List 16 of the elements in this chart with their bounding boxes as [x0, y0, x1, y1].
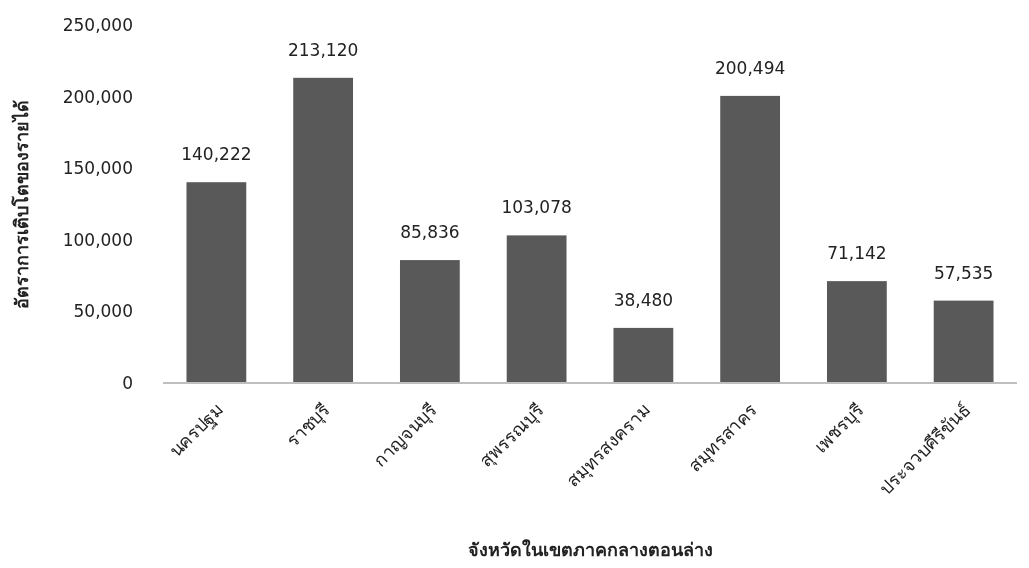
y-axis-title: อัตราการเติบโตของรายได้ — [11, 99, 32, 309]
data-label: 103,078 — [501, 197, 572, 218]
y-tick-label: 200,000 — [62, 86, 133, 107]
data-label: 213,120 — [287, 39, 359, 60]
data-label: 57,535 — [933, 262, 994, 283]
data-label: 200,494 — [714, 57, 786, 78]
y-tick-label: 150,000 — [62, 158, 133, 179]
y-tick-label: 50,000 — [73, 301, 133, 322]
data-label: 85,836 — [400, 222, 460, 243]
y-tick-label: 250,000 — [62, 15, 133, 35]
data-label: 140,222 — [181, 144, 252, 165]
y-tick-label: 0 — [122, 373, 133, 393]
data-label: 71,142 — [827, 243, 887, 264]
x-axis-title: จังหวัดในเขตภาคกลางตอนล่าง — [467, 539, 713, 560]
y-tick-label: 100,000 — [62, 229, 133, 250]
data-label: 38,480 — [613, 289, 674, 310]
